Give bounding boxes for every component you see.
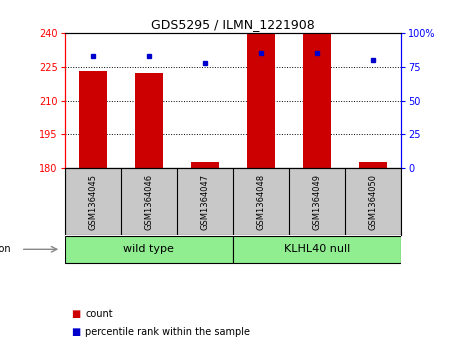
Bar [233, 236, 401, 264]
Text: GSM1364045: GSM1364045 [88, 174, 97, 230]
Bar [191, 162, 219, 168]
Bar [135, 73, 163, 168]
Text: ■: ■ [71, 327, 81, 337]
Text: percentile rank within the sample: percentile rank within the sample [85, 327, 250, 337]
Text: GSM1364050: GSM1364050 [368, 174, 378, 230]
Text: wild type: wild type [123, 244, 174, 254]
Text: GSM1364048: GSM1364048 [256, 174, 266, 230]
Bar [359, 162, 387, 168]
Text: ■: ■ [71, 309, 81, 319]
Title: GDS5295 / ILMN_1221908: GDS5295 / ILMN_1221908 [151, 19, 315, 32]
Bar [78, 71, 106, 168]
Text: count: count [85, 309, 113, 319]
Bar [303, 33, 331, 168]
Text: KLHL40 null: KLHL40 null [284, 244, 350, 254]
Text: genotype/variation: genotype/variation [0, 244, 11, 254]
Text: GSM1364046: GSM1364046 [144, 174, 153, 230]
Text: GSM1364047: GSM1364047 [200, 174, 209, 230]
Bar [65, 236, 233, 264]
Text: GSM1364049: GSM1364049 [313, 174, 321, 230]
Bar [247, 33, 275, 168]
